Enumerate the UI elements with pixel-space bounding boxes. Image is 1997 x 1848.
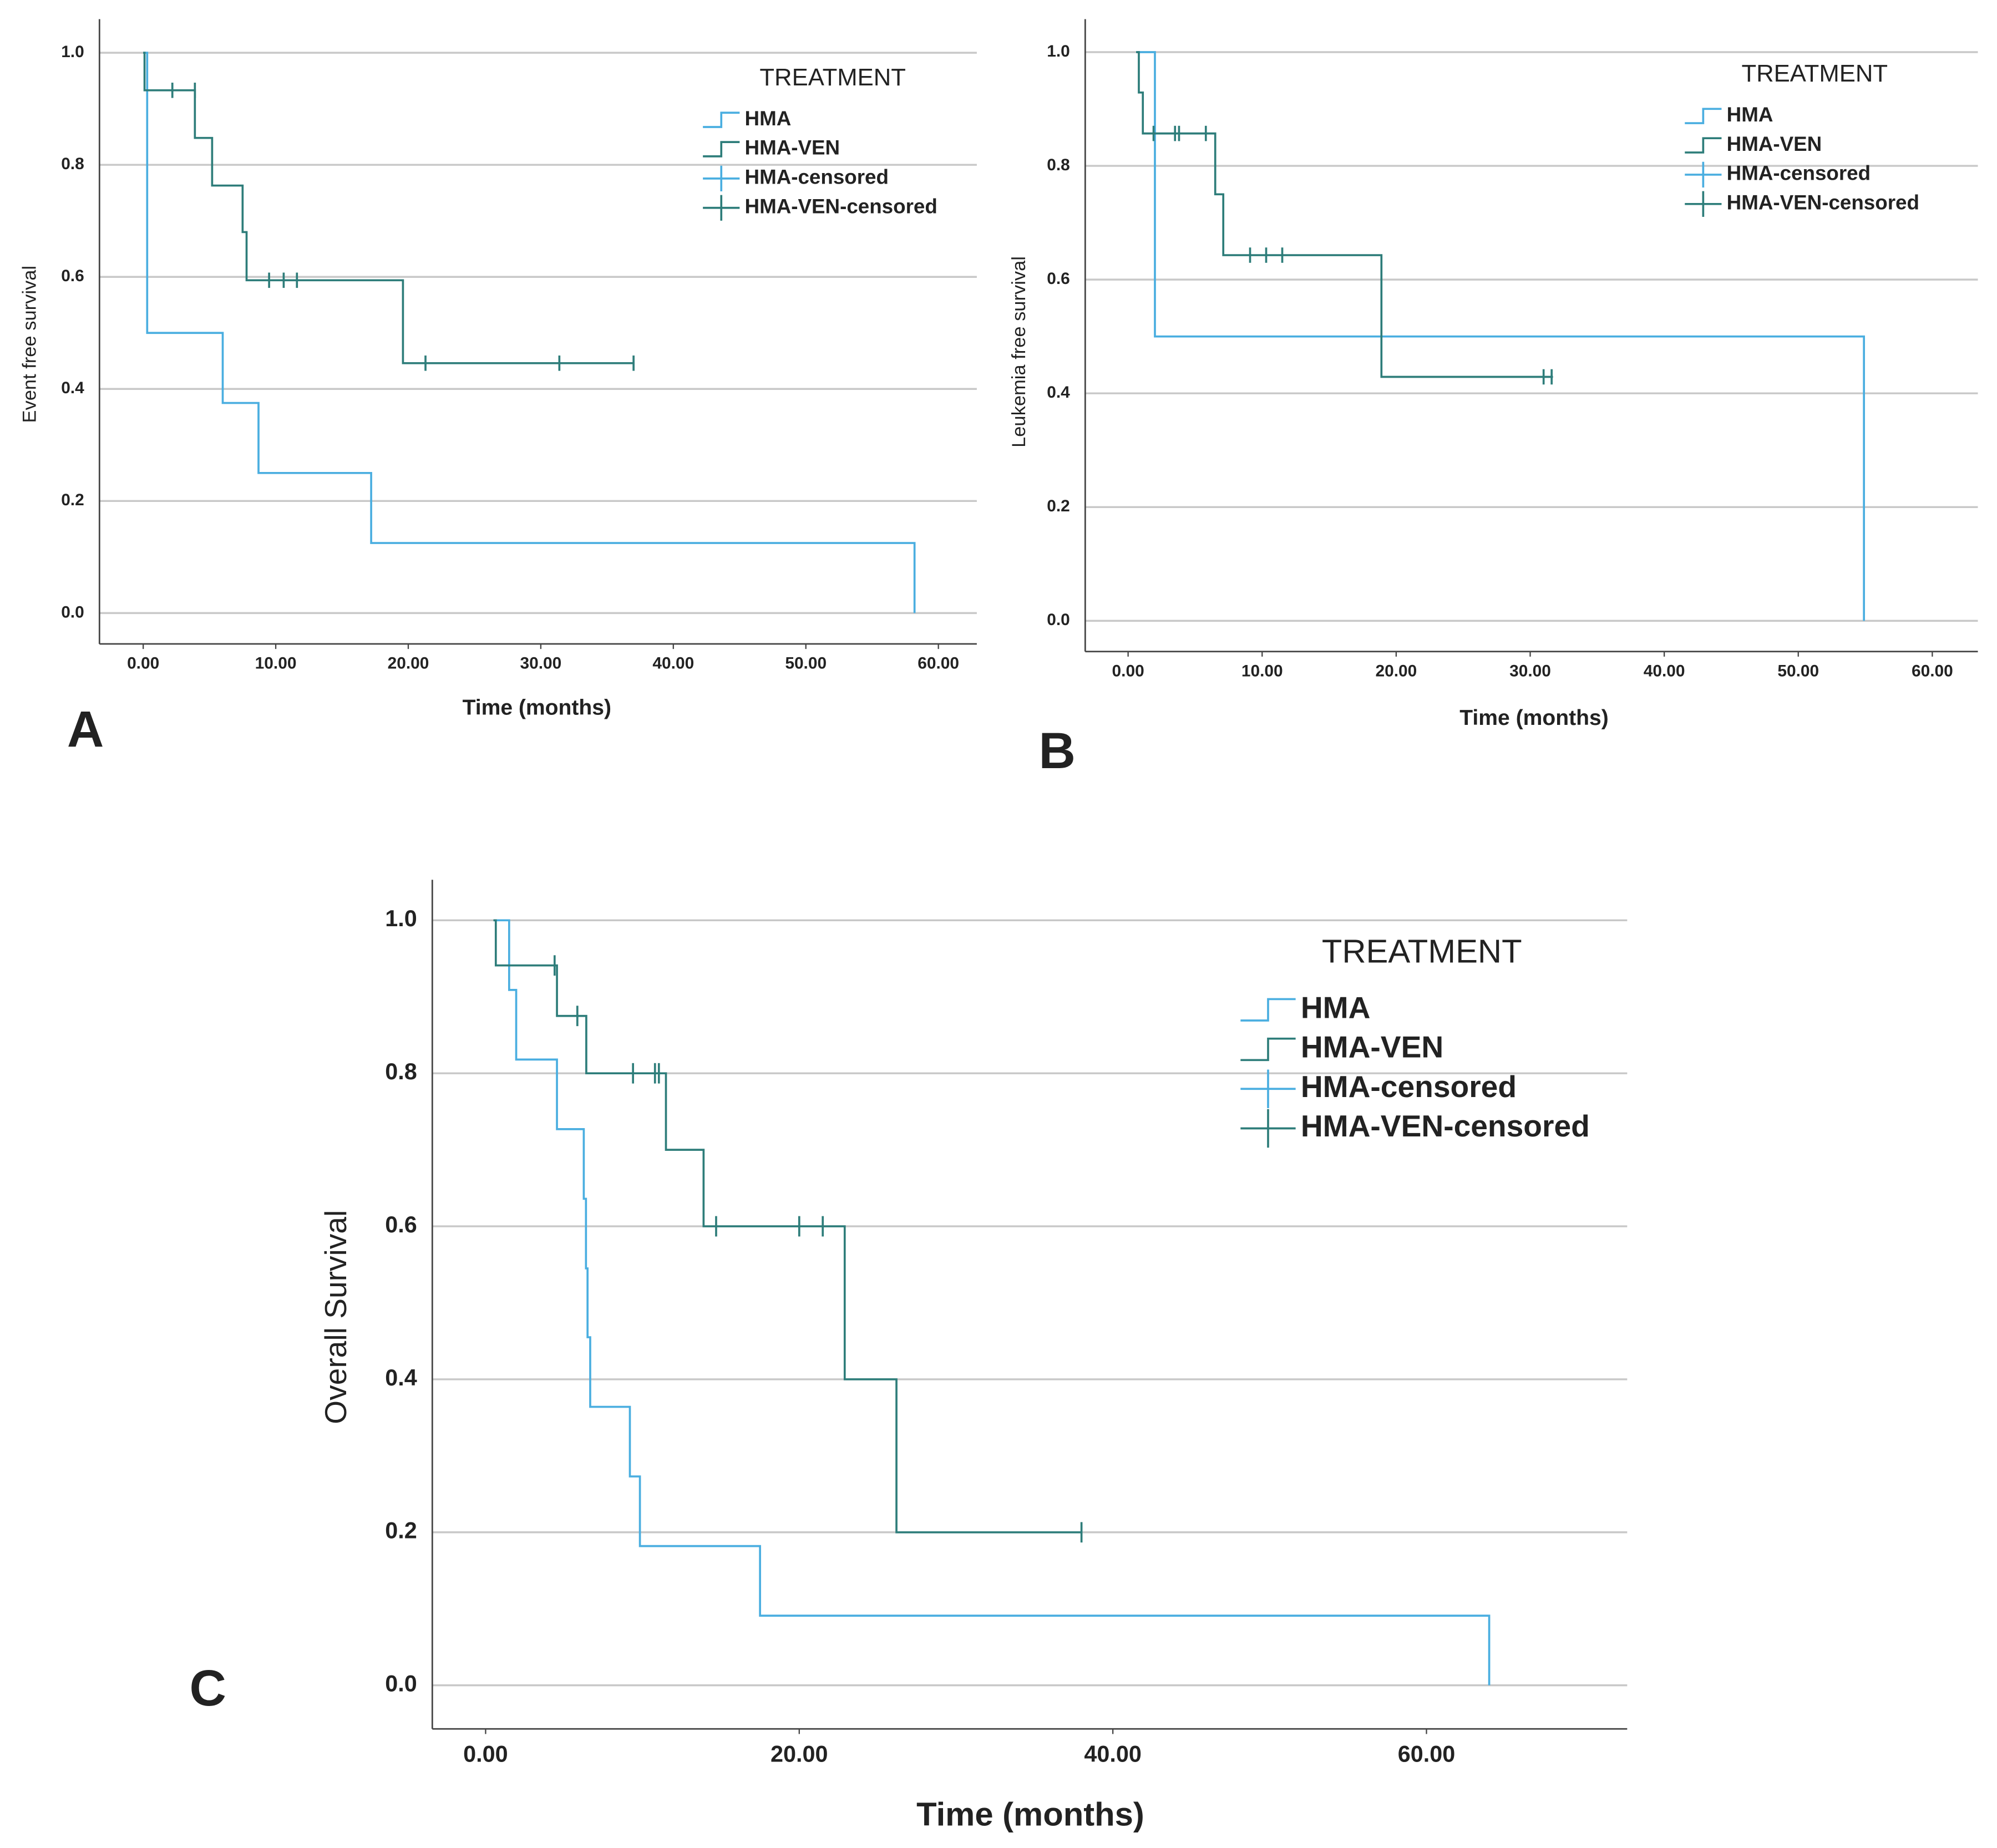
legend-icon [703, 195, 740, 221]
y-tick-label: 0.6 [1047, 270, 1070, 288]
legend-label: HMA [1727, 103, 1773, 126]
y-tick-label: 0.0 [1047, 611, 1070, 629]
x-tick-label: 10.00 [255, 654, 297, 673]
x-axis-label: Time (months) [1459, 706, 1609, 730]
legend-icon [1685, 191, 1722, 217]
x-tick-label: 50.00 [785, 654, 827, 673]
x-tick-label: 0.00 [1112, 662, 1144, 680]
y-tick-label: 0.2 [385, 1518, 417, 1544]
x-tick-label: 40.00 [652, 654, 694, 673]
y-tick-label: 1.0 [61, 43, 84, 61]
legend-icon [1685, 137, 1722, 154]
x-tick-label: 60.00 [1398, 1741, 1456, 1766]
x-tick-label: 40.00 [1644, 662, 1685, 680]
legend-icon [1685, 108, 1722, 124]
survival-curve [493, 919, 1491, 1685]
y-tick-label: 0.2 [61, 491, 84, 509]
x-tick-label: 20.00 [771, 1741, 828, 1766]
y-tick-label: 0.0 [385, 1671, 417, 1697]
y-tick-label: 1.0 [385, 906, 417, 931]
x-axis-label: Time (months) [463, 696, 612, 720]
legend-label: HMA [1301, 990, 1371, 1024]
y-tick-label: 0.6 [61, 267, 84, 285]
y-tick-label: 0.8 [1047, 156, 1070, 174]
survival-curve [143, 52, 634, 364]
legend-label: HMA-censored [1727, 162, 1871, 185]
legend-icon [1685, 161, 1722, 188]
legend-icon [703, 141, 740, 158]
legend-title: TREATMENT [1322, 932, 1522, 969]
panel-label: B [1039, 723, 1076, 779]
y-axis-label: Leukemia free survival [1008, 256, 1030, 448]
y-tick-label: 0.4 [1047, 383, 1070, 402]
legend-label: HMA-VEN [1301, 1030, 1443, 1064]
legend-icon [1240, 1109, 1296, 1148]
legend-icon [703, 165, 740, 192]
y-tick-label: 0.4 [385, 1365, 417, 1390]
legend-label: HMA-VEN-censored [745, 195, 937, 217]
panel-label: A [67, 701, 104, 758]
panel-label: C [190, 1660, 226, 1717]
x-tick-label: 20.00 [1375, 662, 1417, 680]
y-axis-label: Event free survival [19, 266, 40, 423]
x-tick-label: 60.00 [1912, 662, 1953, 680]
x-tick-label: 0.00 [463, 1741, 508, 1766]
survival-curve [1136, 51, 1553, 378]
x-tick-label: 40.00 [1084, 1741, 1142, 1766]
legend-label: HMA-VEN [745, 136, 840, 159]
x-tick-label: 30.00 [520, 654, 562, 673]
legend-label: HMA-VEN [1727, 133, 1822, 155]
legend-icon [1240, 1069, 1296, 1108]
legend-label: HMA [745, 107, 792, 130]
legend-title: TREATMENT [759, 64, 906, 91]
x-tick-label: 10.00 [1241, 662, 1283, 680]
y-tick-label: 0.6 [385, 1212, 417, 1237]
y-tick-label: 0.8 [61, 155, 84, 173]
legend-icon [1240, 998, 1296, 1022]
y-tick-label: 0.0 [61, 603, 84, 621]
legend-label: HMA-censored [745, 166, 889, 189]
x-axis-label: Time (months) [916, 1796, 1144, 1833]
y-tick-label: 0.4 [61, 379, 84, 397]
legend-title: TREATMENT [1741, 60, 1888, 87]
x-tick-label: 50.00 [1777, 662, 1819, 680]
x-tick-label: 0.00 [127, 654, 159, 673]
y-tick-label: 0.8 [385, 1059, 417, 1084]
survival-curve [493, 919, 1082, 1534]
survival-curve [143, 52, 916, 613]
x-tick-label: 60.00 [918, 654, 959, 673]
y-axis-label: Overall Survival [318, 1210, 353, 1424]
legend-icon [703, 111, 740, 128]
x-tick-label: 30.00 [1509, 662, 1551, 680]
x-tick-label: 20.00 [388, 654, 429, 673]
legend-label: HMA-VEN-censored [1727, 191, 1919, 214]
legend-label: HMA-VEN-censored [1301, 1109, 1590, 1143]
legend-label: HMA-censored [1301, 1069, 1517, 1104]
y-tick-label: 1.0 [1047, 42, 1070, 60]
legend-icon [1240, 1037, 1296, 1062]
y-tick-label: 0.2 [1047, 497, 1070, 515]
survival-curve [1136, 51, 1865, 621]
